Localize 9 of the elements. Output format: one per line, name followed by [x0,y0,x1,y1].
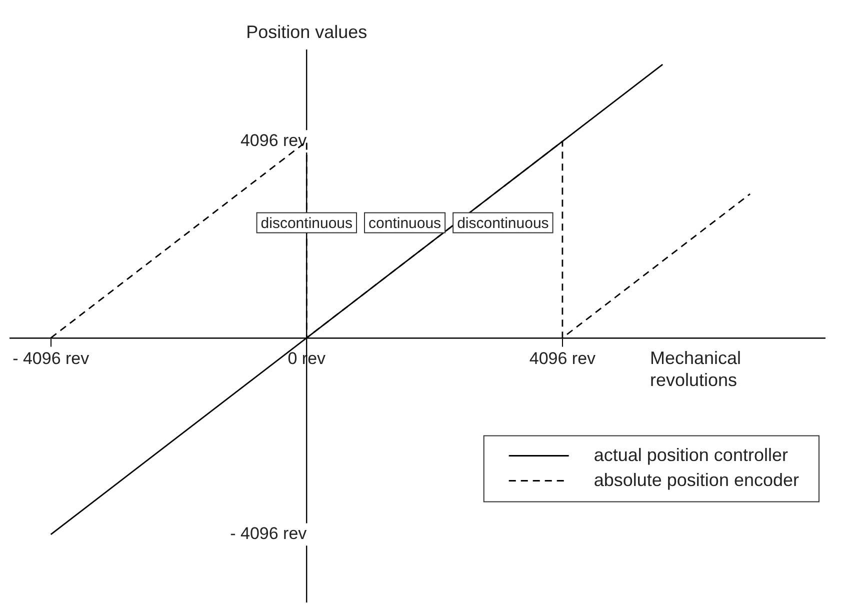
y-axis-title: Position values [246,22,368,42]
legend-label: actual position controller [594,444,788,465]
annotation: discontinuous [260,214,353,232]
x-axis-title: Mechanical revolutions [650,348,742,390]
legend-label: absolute position encoder [594,470,800,490]
annotation: discontinuous [457,214,549,232]
x-tick-label: 4096 rev [529,348,596,368]
annotation: continuous [368,214,442,232]
x-tick-label: - 4096 rev [12,348,90,368]
